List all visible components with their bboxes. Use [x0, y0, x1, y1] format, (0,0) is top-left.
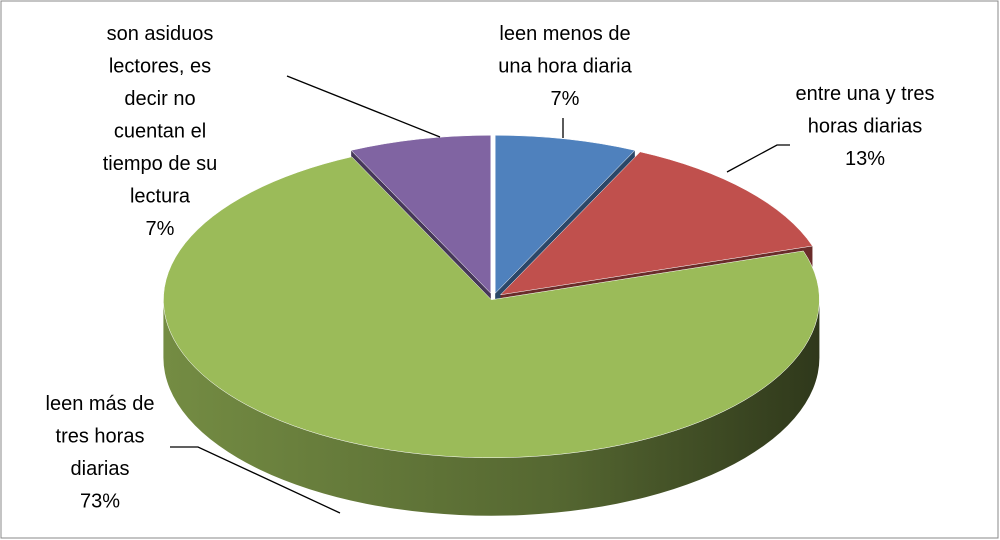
slice: [499, 151, 813, 296]
pie: [163, 135, 820, 516]
data-label-category: entre una y tres horas diarias: [796, 83, 935, 138]
leader-line: [170, 446, 341, 514]
leader-line: [726, 144, 790, 173]
data-label-category: leen más de tres horas diarias: [46, 393, 155, 480]
slice: [350, 135, 492, 294]
slice: [494, 135, 636, 294]
leader-line: [286, 75, 441, 138]
slice: [163, 156, 820, 459]
data-label-value: 73%: [80, 491, 120, 513]
slice-side: [163, 299, 820, 516]
data-label-category: son asiduos lectores, es decir no cuentan e…: [103, 23, 218, 208]
labels: leen menos de una hora diaria 7% entre una …: [46, 23, 935, 513]
data-label-value: 7%: [551, 88, 580, 110]
data-label-value: 13%: [845, 148, 885, 170]
data-label-value: 7%: [146, 218, 175, 240]
data-label-category: leen menos de una hora diaria: [498, 23, 632, 78]
